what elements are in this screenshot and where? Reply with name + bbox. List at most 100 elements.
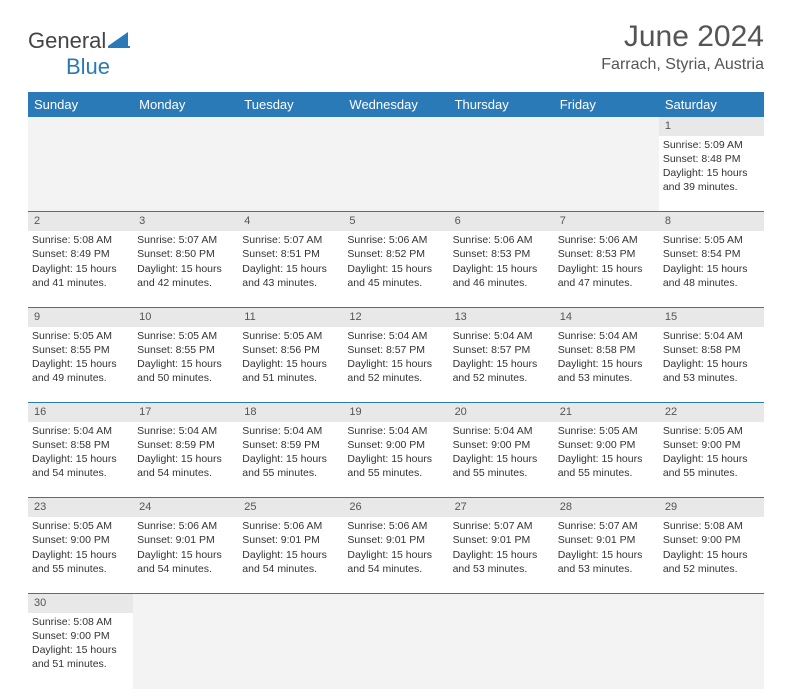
daylight-line: Daylight: 15 hours and 48 minutes.: [663, 262, 760, 290]
day-number: [238, 593, 343, 612]
sunset-line: Sunset: 9:00 PM: [663, 438, 760, 452]
sunset-line: Sunset: 8:57 PM: [453, 343, 550, 357]
day-cell: Sunrise: 5:07 AMSunset: 8:50 PMDaylight:…: [133, 231, 238, 307]
sunset-line: Sunset: 9:01 PM: [137, 533, 234, 547]
day-number: 19: [343, 403, 448, 422]
daylight-line: Daylight: 15 hours and 41 minutes.: [32, 262, 129, 290]
day-number: [133, 593, 238, 612]
day-cell: Sunrise: 5:07 AMSunset: 9:01 PMDaylight:…: [554, 517, 659, 593]
day-number: 13: [449, 307, 554, 326]
day-number: 5: [343, 212, 448, 231]
sunrise-line: Sunrise: 5:07 AM: [242, 233, 339, 247]
sunset-line: Sunset: 9:01 PM: [453, 533, 550, 547]
sunset-line: Sunset: 9:01 PM: [242, 533, 339, 547]
day-cell: Sunrise: 5:04 AMSunset: 8:57 PMDaylight:…: [449, 327, 554, 403]
day-cell: Sunrise: 5:04 AMSunset: 8:57 PMDaylight:…: [343, 327, 448, 403]
day-number: 9: [28, 307, 133, 326]
empty-cell: [343, 613, 448, 689]
empty-cell: [133, 136, 238, 212]
daylight-line: Daylight: 15 hours and 42 minutes.: [137, 262, 234, 290]
logo: GeneralBlue: [28, 28, 130, 80]
sunrise-line: Sunrise: 5:05 AM: [663, 233, 760, 247]
calendar-table: SundayMondayTuesdayWednesdayThursdayFrid…: [28, 92, 764, 689]
day-number: 28: [554, 498, 659, 517]
day-number: 14: [554, 307, 659, 326]
day-number: 23: [28, 498, 133, 517]
day-cell: Sunrise: 5:05 AMSunset: 9:00 PMDaylight:…: [554, 422, 659, 498]
sunrise-line: Sunrise: 5:06 AM: [558, 233, 655, 247]
sunrise-line: Sunrise: 5:04 AM: [347, 329, 444, 343]
sunset-line: Sunset: 9:00 PM: [32, 533, 129, 547]
daylight-line: Daylight: 15 hours and 39 minutes.: [663, 166, 760, 194]
sunrise-line: Sunrise: 5:05 AM: [137, 329, 234, 343]
daylight-line: Daylight: 15 hours and 55 minutes.: [242, 452, 339, 480]
daynum-row: 2345678: [28, 212, 764, 231]
day-number: 10: [133, 307, 238, 326]
sunrise-line: Sunrise: 5:08 AM: [32, 615, 129, 629]
daylight-line: Daylight: 15 hours and 53 minutes.: [558, 357, 655, 385]
day-number: 7: [554, 212, 659, 231]
sunset-line: Sunset: 8:56 PM: [242, 343, 339, 357]
sunrise-line: Sunrise: 5:06 AM: [137, 519, 234, 533]
day-number: 24: [133, 498, 238, 517]
logo-text-a: General: [28, 28, 106, 53]
day-cell: Sunrise: 5:08 AMSunset: 9:00 PMDaylight:…: [28, 613, 133, 689]
day-number: 3: [133, 212, 238, 231]
week-row: Sunrise: 5:05 AMSunset: 8:55 PMDaylight:…: [28, 327, 764, 403]
sunset-line: Sunset: 8:49 PM: [32, 247, 129, 261]
day-number: [554, 593, 659, 612]
daylight-line: Daylight: 15 hours and 47 minutes.: [558, 262, 655, 290]
day-number: 22: [659, 403, 764, 422]
day-cell: Sunrise: 5:07 AMSunset: 9:01 PMDaylight:…: [449, 517, 554, 593]
empty-cell: [554, 613, 659, 689]
sunrise-line: Sunrise: 5:05 AM: [32, 519, 129, 533]
day-cell: Sunrise: 5:06 AMSunset: 8:53 PMDaylight:…: [554, 231, 659, 307]
weekday-header: Friday: [554, 92, 659, 117]
daylight-line: Daylight: 15 hours and 52 minutes.: [663, 548, 760, 576]
week-row: Sunrise: 5:09 AMSunset: 8:48 PMDaylight:…: [28, 136, 764, 212]
sunset-line: Sunset: 8:59 PM: [137, 438, 234, 452]
day-cell: Sunrise: 5:08 AMSunset: 9:00 PMDaylight:…: [659, 517, 764, 593]
day-cell: Sunrise: 5:07 AMSunset: 8:51 PMDaylight:…: [238, 231, 343, 307]
day-number: 6: [449, 212, 554, 231]
daylight-line: Daylight: 15 hours and 49 minutes.: [32, 357, 129, 385]
day-number: [659, 593, 764, 612]
day-number: 17: [133, 403, 238, 422]
title-block: June 2024 Farrach, Styria, Austria: [601, 20, 764, 74]
empty-cell: [659, 613, 764, 689]
day-number: [449, 117, 554, 136]
day-cell: Sunrise: 5:05 AMSunset: 8:56 PMDaylight:…: [238, 327, 343, 403]
day-number: 15: [659, 307, 764, 326]
day-number: 20: [449, 403, 554, 422]
week-row: Sunrise: 5:05 AMSunset: 9:00 PM Daylight:…: [28, 517, 764, 593]
sunset-line: Sunset: 8:53 PM: [558, 247, 655, 261]
sunrise-line: Sunrise: 5:06 AM: [347, 233, 444, 247]
daylight-line: Daylight: 15 hours and 51 minutes.: [242, 357, 339, 385]
day-cell: Sunrise: 5:05 AMSunset: 8:55 PMDaylight:…: [28, 327, 133, 403]
sunrise-line: Sunrise: 5:06 AM: [242, 519, 339, 533]
day-cell: Sunrise: 5:05 AMSunset: 8:55 PMDaylight:…: [133, 327, 238, 403]
daynum-row: 1: [28, 117, 764, 136]
daylight-line: Daylight: 15 hours and 46 minutes.: [453, 262, 550, 290]
daylight-line: Daylight: 15 hours and 54 minutes.: [137, 452, 234, 480]
weekday-header: Monday: [133, 92, 238, 117]
daylight-line: Daylight: 15 hours and 55 minutes.: [347, 452, 444, 480]
day-cell: Sunrise: 5:04 AMSunset: 8:59 PMDaylight:…: [133, 422, 238, 498]
daylight-line: Daylight: 15 hours and 52 minutes.: [453, 357, 550, 385]
sunset-line: Sunset: 9:01 PM: [558, 533, 655, 547]
daylight-line: Daylight: 15 hours and 52 minutes.: [347, 357, 444, 385]
sunrise-line: Sunrise: 5:04 AM: [558, 329, 655, 343]
day-number: [343, 593, 448, 612]
day-cell: Sunrise: 5:04 AMSunset: 8:58 PMDaylight:…: [28, 422, 133, 498]
sunset-line: Sunset: 8:57 PM: [347, 343, 444, 357]
sunset-line: Sunset: 9:00 PM: [347, 438, 444, 452]
sunrise-line: Sunrise: 5:07 AM: [453, 519, 550, 533]
day-cell: Sunrise: 5:05 AMSunset: 8:54 PMDaylight:…: [659, 231, 764, 307]
sunset-line: Sunset: 8:58 PM: [558, 343, 655, 357]
sunrise-line: Sunrise: 5:08 AM: [32, 233, 129, 247]
sunrise-line: Sunrise: 5:04 AM: [137, 424, 234, 438]
day-cell: Sunrise: 5:04 AMSunset: 8:58 PMDaylight:…: [659, 327, 764, 403]
weekday-header: Wednesday: [343, 92, 448, 117]
sunset-line: Sunset: 9:00 PM: [32, 629, 129, 643]
day-number: 27: [449, 498, 554, 517]
